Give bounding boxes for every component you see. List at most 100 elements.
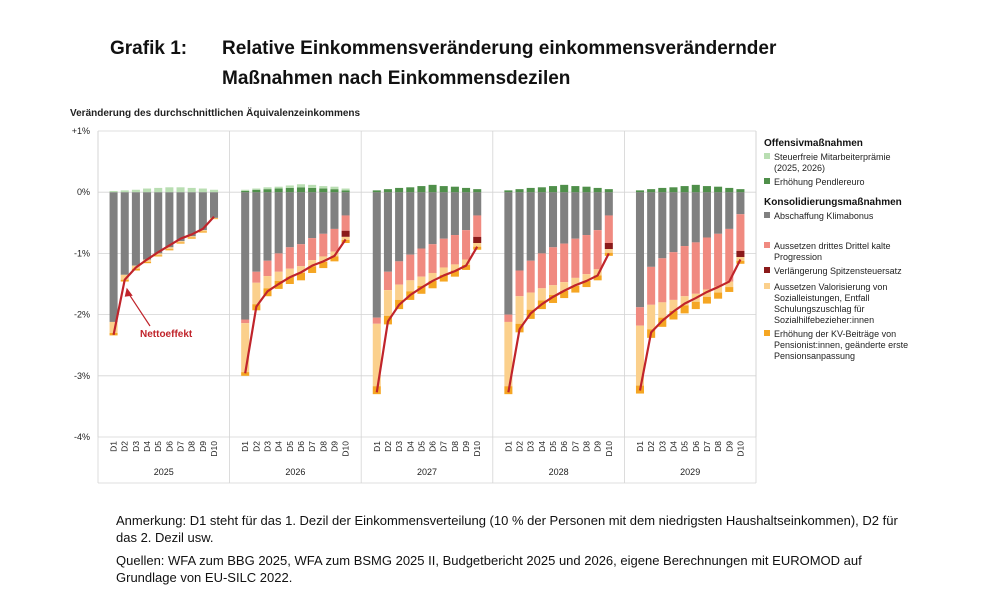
note-quellen: Quellen: WFA zum BBG 2025, WFA zum BSMG … [116,553,862,585]
bar-pendlereuro-2026-D1 [241,190,250,193]
bar-klimabonus-2029-D7 [702,192,711,238]
legend-swatch [764,178,770,184]
bar-progression-2027-D3 [395,261,404,285]
bar-pendlereuro-2026-D7 [308,187,317,193]
y-tick-label: 0% [77,187,90,197]
bar-mitarbeiterpraemie-2025-D1 [109,190,118,193]
bar-progression-2026-D9 [330,228,339,252]
bar-klimabonus-2029-D2 [647,192,656,267]
bar-valorisierung-2027-D5 [417,276,426,286]
net-effect-line-2029 [638,259,742,391]
bar-klimabonus-2025-D9 [198,192,207,231]
decile-label: D10 [209,441,219,457]
decile-label: D1 [372,441,382,452]
y-tick-label: +1% [72,126,90,136]
legend-swatch [764,267,770,273]
bar-kv_pension-2026-D7 [308,266,317,273]
bar-kv_pension-2025-D9 [198,231,207,233]
bar-valorisierung-2027-D7 [439,267,448,275]
bar-klimabonus-2025-D8 [187,192,196,237]
decile-label: D6 [428,441,438,452]
bar-kv_pension-2028-D8 [582,280,591,288]
bar-kv_pension-2026-D8 [319,261,328,269]
bar-pendlereuro-2027-D6 [428,184,437,193]
bar-progression-2029-D6 [691,242,700,294]
bar-progression-2027-D2 [383,271,392,291]
bar-valorisierung-2029-D5 [680,296,689,306]
bar-valorisierung-2028-D7 [571,277,580,286]
bar-pendlereuro-2028-D9 [593,187,602,193]
decile-label: D1 [240,441,250,452]
bar-klimabonus-2029-D4 [669,192,678,253]
bar-progression-2028-D1 [504,314,513,322]
bar-mitarbeiterpraemie-2025-D10 [210,189,219,193]
bar-mitarbeiterpraemie-2025-D9 [198,188,207,193]
bar-valorisierung-2025-D1 [109,321,118,333]
legend-label: Pensionsanpassung [774,351,855,361]
bar-kv_pension-2025-D10 [210,218,219,220]
decile-label: D3 [263,441,273,452]
bar-progression-2028-D4 [537,253,546,289]
bar-klimabonus-2025-D7 [176,192,185,242]
bar-spitzensteuer-2026-D10 [341,230,350,237]
bar-pendlereuro-2029-D9 [725,187,734,193]
net-effect-line-2025 [112,215,215,336]
bar-pendlereuro-2029-D7 [702,186,711,193]
bar-valorisierung-2025-D2 [120,274,129,280]
bar-pendlereuro-2029-D2 [647,189,656,193]
bar-valorisierung-2025-D6 [165,247,174,250]
bar-klimabonus-2028-D9 [593,192,602,231]
bar-klimabonus-2029-D1 [635,192,644,308]
bar-kv_pension-2029-D4 [669,310,678,320]
bar-klimabonus-2026-D7 [308,192,317,239]
bar-valorisierung-2028-D8 [582,274,591,281]
bar-kv_pension-2025-D4 [143,261,152,264]
bar-valorisierung-2026-D1 [241,323,250,373]
decile-label: D10 [341,441,351,457]
bar-pendlereuro-2026-D3 [263,189,272,193]
bar-kv_pension-2026-D9 [330,256,339,262]
bar-mitarbeiterpraemie-2026-D10 [341,188,350,191]
bar-valorisierung-2029-D9 [725,281,734,288]
bar-progression-2026-D5 [285,247,294,269]
bar-valorisierung-2025-D7 [176,241,185,243]
bar-progression-2026-D8 [319,233,328,257]
decile-label: D10 [604,441,614,457]
bar-mitarbeiterpraemie-2025-D8 [187,187,196,193]
y-tick-label: -4% [74,432,90,442]
decile-label: D9 [593,441,603,452]
bar-spitzensteuer-2028-D10 [604,242,613,250]
bar-mitarbeiterpraemie-2026-D4 [274,186,283,189]
bar-valorisierung-2027-D1 [372,323,381,387]
bar-valorisierung-2029-D3 [658,302,667,318]
bar-klimabonus-2025-D6 [165,192,174,248]
bar-kv_pension-2025-D8 [187,237,196,239]
bar-klimabonus-2025-D3 [131,192,140,266]
bar-klimabonus-2027-D3 [395,192,404,262]
bar-pendlereuro-2026-D6 [296,187,305,193]
bar-valorisierung-2026-D5 [285,268,294,277]
bar-pendlereuro-2026-D5 [285,187,294,193]
legend-label: (2025, 2026) [774,163,825,173]
annotation-nettoeffekt: Nettoeffekt [140,329,193,340]
bar-valorisierung-2025-D9 [198,230,207,232]
bar-klimabonus-2028-D8 [582,192,591,236]
bar-pendlereuro-2027-D4 [406,187,415,193]
bar-pendlereuro-2026-D2 [252,189,261,193]
legend-swatch [764,242,770,248]
bar-progression-2027-D9 [462,230,471,260]
bar-progression-2027-D1 [372,317,381,324]
bar-kv_pension-2026-D1 [241,372,250,376]
bar-pendlereuro-2027-D5 [417,186,426,193]
title-line-2: Maßnahmen nach Einkommensdezilen [222,68,571,89]
bar-valorisierung-2028-D3 [526,292,535,310]
bar-klimabonus-2026-D1 [241,192,250,320]
bar-pendlereuro-2027-D3 [395,187,404,193]
bar-klimabonus-2025-D2 [120,192,129,275]
legend-label: Pensionist:innen, geänderte erste [774,340,908,350]
bar-valorisierung-2027-D9 [462,259,471,266]
decile-label: D8 [582,441,592,452]
bar-kv_pension-2029-D7 [702,296,711,304]
decile-label: D2 [120,441,130,452]
decile-label: D10 [735,441,745,457]
